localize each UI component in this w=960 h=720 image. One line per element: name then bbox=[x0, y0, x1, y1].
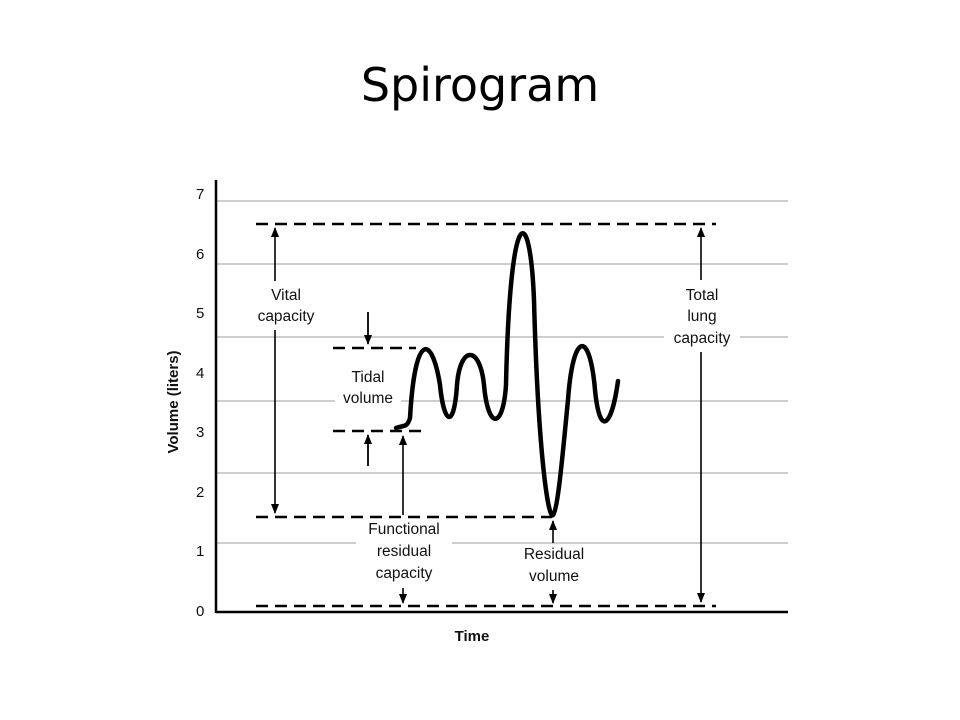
functional-residual-capacity-label: Functional residual capacity bbox=[356, 520, 452, 586]
y-tick-label: 4 bbox=[196, 365, 204, 382]
y-tick-label: 0 bbox=[196, 603, 204, 620]
y-axis-title: Volume (liters) bbox=[165, 350, 182, 453]
label-line: Total bbox=[686, 287, 719, 304]
slide-title: Spirogram bbox=[360, 58, 600, 112]
label-line: volume bbox=[343, 390, 393, 407]
reference-lines bbox=[256, 222, 716, 608]
y-tick-label: 7 bbox=[196, 186, 204, 203]
tidal-volume-label: Tidal volume bbox=[335, 368, 401, 410]
label-line: Vital bbox=[271, 287, 301, 304]
label-line: lung bbox=[687, 308, 716, 325]
gridlines bbox=[216, 200, 788, 544]
y-tick-label: 3 bbox=[196, 424, 204, 441]
spirogram-trace bbox=[393, 231, 621, 518]
label-line: volume bbox=[529, 568, 579, 585]
vital-capacity-label: Vital capacity bbox=[254, 286, 320, 328]
x-axis-title: Time bbox=[455, 628, 490, 645]
label-line: capacity bbox=[674, 330, 731, 347]
label-line: residual bbox=[377, 543, 431, 560]
y-tick-label: 1 bbox=[196, 543, 204, 560]
residual-volume-label: Residual volume bbox=[512, 545, 596, 587]
label-line: Tidal bbox=[351, 369, 384, 386]
label-line: Functional bbox=[368, 521, 440, 538]
y-tick-label: 5 bbox=[196, 305, 204, 322]
label-line: capacity bbox=[258, 308, 315, 325]
total-lung-capacity-label: Total lung capacity bbox=[664, 284, 740, 348]
label-line: Residual bbox=[524, 546, 584, 563]
y-tick-label: 2 bbox=[196, 484, 204, 501]
y-tick-label: 6 bbox=[196, 246, 204, 263]
label-line: capacity bbox=[376, 565, 433, 582]
